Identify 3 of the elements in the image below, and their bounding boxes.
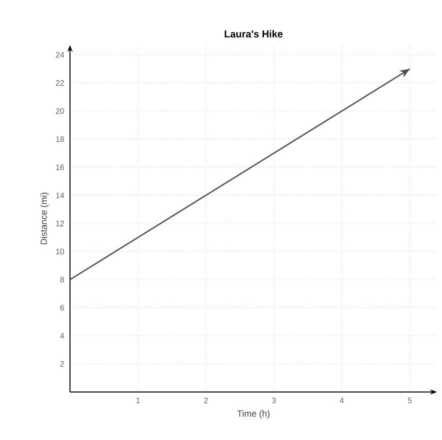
y-axis-title: Distance (mi) [40, 192, 49, 244]
chart-title: Laura's Hike [224, 30, 283, 38]
x-axis-title: Time (h) [237, 410, 270, 418]
